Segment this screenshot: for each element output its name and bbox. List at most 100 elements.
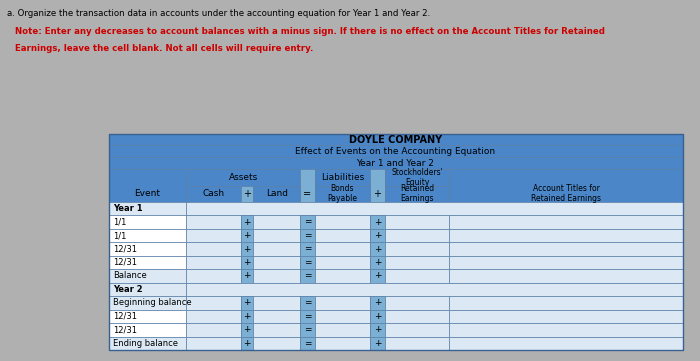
Bar — [300, 337, 314, 350]
Text: +: + — [243, 244, 251, 253]
Text: +: + — [374, 231, 382, 240]
Text: Ending balance: Ending balance — [113, 339, 178, 348]
Text: +: + — [374, 258, 382, 267]
Bar — [449, 215, 682, 229]
Text: +: + — [243, 325, 251, 334]
Bar — [186, 186, 241, 202]
Text: +: + — [243, 312, 251, 321]
Text: +: + — [374, 325, 382, 334]
Text: Effect of Events on the Accounting Equation: Effect of Events on the Accounting Equat… — [295, 147, 496, 156]
Text: Retained
Earnings: Retained Earnings — [400, 184, 434, 203]
Text: 12/31: 12/31 — [113, 312, 137, 321]
Bar — [108, 242, 186, 256]
Bar — [449, 296, 682, 310]
Text: 1/1: 1/1 — [113, 218, 127, 227]
Bar — [370, 229, 384, 242]
Bar — [370, 242, 384, 256]
Text: Cash: Cash — [202, 189, 224, 198]
Bar — [108, 296, 186, 310]
Bar — [384, 269, 449, 283]
Bar — [186, 242, 241, 256]
Text: +: + — [374, 312, 382, 321]
Text: =: = — [304, 231, 311, 240]
Bar — [253, 337, 300, 350]
Bar — [108, 283, 186, 296]
Bar — [241, 256, 253, 269]
Bar — [241, 269, 253, 283]
Bar — [108, 323, 186, 337]
Bar — [186, 323, 241, 337]
Text: DOYLE COMPANY: DOYLE COMPANY — [349, 135, 442, 144]
Bar — [370, 310, 384, 323]
Bar — [108, 134, 682, 350]
Bar — [449, 337, 682, 350]
Bar — [108, 169, 186, 202]
Bar — [314, 169, 370, 186]
Text: Year 2: Year 2 — [113, 285, 143, 294]
Bar — [370, 337, 384, 350]
Text: +: + — [243, 258, 251, 267]
Bar — [108, 229, 186, 242]
Bar — [370, 256, 384, 269]
Bar — [384, 256, 449, 269]
Bar — [300, 310, 314, 323]
Bar — [241, 310, 253, 323]
Text: +: + — [374, 339, 382, 348]
Text: +: + — [374, 244, 382, 253]
Bar — [108, 256, 186, 269]
Bar — [370, 296, 384, 310]
Text: +: + — [243, 231, 251, 240]
Text: +: + — [243, 218, 251, 227]
Bar — [300, 296, 314, 310]
Text: 12/31: 12/31 — [113, 258, 137, 267]
Text: +: + — [243, 189, 251, 199]
Bar — [449, 229, 682, 242]
Bar — [241, 186, 253, 202]
Bar — [108, 215, 186, 229]
Bar — [186, 215, 241, 229]
Text: =: = — [304, 218, 311, 227]
Bar — [186, 269, 241, 283]
Bar — [253, 323, 300, 337]
Bar — [253, 229, 300, 242]
Bar — [449, 323, 682, 337]
Bar — [300, 242, 314, 256]
Text: =: = — [304, 312, 311, 321]
Bar — [300, 256, 314, 269]
Bar — [253, 296, 300, 310]
Text: Event: Event — [134, 189, 160, 198]
Text: +: + — [374, 299, 382, 308]
Bar — [314, 186, 370, 202]
Bar — [108, 269, 186, 283]
Bar — [241, 215, 253, 229]
Bar — [253, 242, 300, 256]
Bar — [108, 202, 186, 215]
Bar — [384, 186, 449, 202]
Text: Year 1 and Year 2: Year 1 and Year 2 — [356, 159, 435, 168]
Text: +: + — [243, 299, 251, 308]
Text: =: = — [304, 271, 311, 280]
Bar — [253, 215, 300, 229]
Text: Assets: Assets — [228, 173, 258, 182]
Bar — [384, 337, 449, 350]
Bar — [186, 256, 241, 269]
Bar — [108, 337, 186, 350]
Bar — [241, 296, 253, 310]
Bar — [300, 269, 314, 283]
Bar — [186, 296, 241, 310]
Bar — [241, 229, 253, 242]
Bar — [449, 269, 682, 283]
Text: =: = — [304, 258, 311, 267]
Bar — [314, 310, 370, 323]
Text: 1/1: 1/1 — [113, 231, 127, 240]
Bar — [370, 215, 384, 229]
Bar — [449, 310, 682, 323]
Text: 12/31: 12/31 — [113, 325, 137, 334]
Text: +: + — [243, 339, 251, 348]
Bar — [253, 269, 300, 283]
Text: Account Titles for
Retained Earnings: Account Titles for Retained Earnings — [531, 184, 601, 203]
Text: Earnings, leave the cell blank. Not all cells will require entry.: Earnings, leave the cell blank. Not all … — [15, 44, 314, 53]
Bar — [314, 296, 370, 310]
Bar — [384, 310, 449, 323]
Bar — [108, 310, 186, 323]
